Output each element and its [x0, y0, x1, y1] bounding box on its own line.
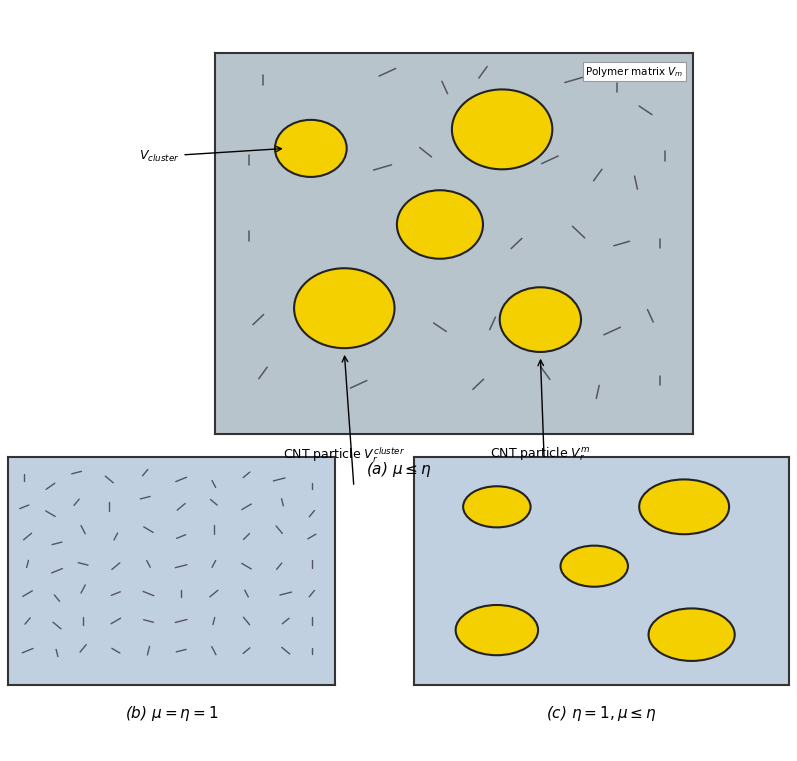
Circle shape — [294, 269, 395, 349]
Circle shape — [463, 486, 531, 527]
Text: (b) $\mu = \eta = 1$: (b) $\mu = \eta = 1$ — [124, 704, 218, 723]
Circle shape — [456, 605, 538, 655]
Text: $V_{cluster}$: $V_{cluster}$ — [139, 146, 281, 164]
Text: CNT particle $V_r^{cluster}$: CNT particle $V_r^{cluster}$ — [283, 445, 406, 464]
Circle shape — [649, 609, 735, 661]
Text: (a) $\mu \leq \eta$: (a) $\mu \leq \eta$ — [366, 460, 431, 479]
Text: Polymer matrix $V_m$: Polymer matrix $V_m$ — [585, 65, 684, 78]
Circle shape — [452, 90, 552, 170]
Text: (c) $\eta = 1, \mu \leq \eta$: (c) $\eta = 1, \mu \leq \eta$ — [547, 704, 657, 723]
Circle shape — [275, 120, 347, 177]
Circle shape — [500, 288, 581, 352]
Circle shape — [397, 190, 483, 259]
Circle shape — [560, 546, 628, 587]
Circle shape — [639, 479, 729, 534]
Text: CNT particle $V_r^m$: CNT particle $V_r^m$ — [490, 445, 591, 463]
